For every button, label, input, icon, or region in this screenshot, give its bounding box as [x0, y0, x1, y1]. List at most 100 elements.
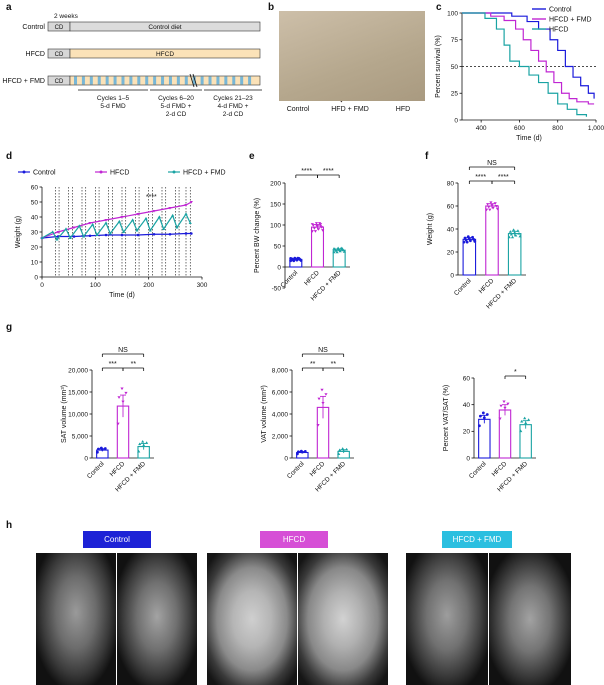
bw-change-point [297, 257, 301, 261]
weight-point [95, 233, 99, 236]
vat-volume-point [295, 452, 299, 456]
vat-volume-sig-label: ** [310, 361, 316, 368]
vat-sat-ratio-category-label: Control [468, 460, 488, 480]
fmd-cycle-mark [208, 76, 212, 85]
weight-point [171, 213, 175, 217]
fmd-cycle-mark [168, 76, 172, 85]
bw-change-point [314, 224, 319, 227]
mice-photo [279, 11, 425, 101]
cycle-group-line3: 2-d CD [223, 111, 244, 118]
weight-point [91, 222, 95, 226]
weight-time-x-tick-label: 100 [90, 282, 101, 289]
vat-volume-point [300, 450, 304, 454]
vat-sat-ratio-point [499, 404, 503, 408]
final-weight-point [490, 204, 494, 207]
mri-fmd-1 [406, 553, 488, 685]
final-weight-point [495, 207, 500, 211]
sat-volume-y-tick-label: 0 [84, 455, 88, 462]
sat-volume-y-tick-label: 5,000 [72, 433, 89, 440]
weight-time-x-tick-label: 300 [197, 282, 208, 289]
bw-change-point [293, 257, 297, 261]
weight-point [117, 219, 121, 223]
weight-point [189, 201, 193, 204]
weeks-label: 2 weeks [54, 13, 79, 20]
vat-volume-point [324, 393, 328, 396]
final-weight-bar-0 [462, 238, 477, 276]
sat-volume-y-tick-label: 15,000 [68, 389, 88, 396]
bw-change-sig-label: **** [323, 168, 334, 175]
diet-bar [69, 48, 261, 59]
panel-label-e: e [249, 151, 255, 162]
fmd-cycle-mark [216, 76, 220, 85]
vat-volume-y-tick-label: 8,000 [272, 367, 289, 374]
vat-sat-ratio-point [478, 414, 482, 418]
vat-volume-point [337, 452, 341, 456]
sat-volume-point [120, 387, 124, 391]
vat-volume-point [342, 449, 346, 452]
fmd-cycle-mark [248, 76, 252, 85]
vat-sat-ratio-sig-label: * [514, 369, 517, 376]
vat-sat-ratio-point [519, 429, 523, 433]
weight-point [136, 233, 140, 237]
final-weight-point [489, 201, 493, 204]
final-weight-y-tick-label: 40 [447, 226, 455, 233]
bw-change-point [310, 223, 314, 226]
weight-point [72, 226, 76, 230]
fmd-cycle-mark [89, 76, 93, 85]
survival-y-tick-label: 75 [451, 37, 459, 44]
vat-sat-ratio-point [477, 424, 481, 428]
final-weight-y-tick-label: 80 [447, 180, 455, 187]
vat-volume-y-tick-label: 0 [284, 455, 288, 462]
final-weight-sig-label: NS [487, 160, 497, 167]
final-weight-point [507, 235, 511, 239]
panel-label-b: b [268, 2, 275, 13]
panel-label-a: a [6, 2, 12, 13]
final-weight-point [462, 240, 466, 244]
vat-sat-ratio-y-tick-label: 60 [463, 375, 471, 382]
sat-volume-point [116, 422, 120, 426]
vat-volume-y-tick-label: 6,000 [272, 389, 289, 396]
final-weight-category-label: Control [453, 277, 473, 297]
final-weight-point [484, 208, 489, 212]
fmd-cycle-mark [240, 76, 244, 85]
bw-change-point [336, 247, 340, 251]
sat-volume-point [137, 449, 141, 453]
bw-change-sig-label: **** [301, 168, 312, 175]
survival-legend-label: Control [549, 7, 572, 14]
bw-change-y-tick-label: 50 [274, 243, 282, 250]
final-weight-point [511, 228, 516, 231]
vat-volume-y-tick-label: 2,000 [272, 433, 289, 440]
weight-legend-label: HFCD + FMD [183, 170, 226, 177]
weight-point [152, 210, 156, 213]
cd-label: CD [55, 25, 64, 31]
final-weight-sig-label: **** [498, 174, 509, 181]
sat-volume-sig-label: ** [131, 361, 137, 368]
weight-time-xlabel: Time (d) [109, 292, 135, 299]
bw-change-y-tick-label: -50 [272, 285, 282, 292]
sat-volume-category-label: HFCD [109, 460, 127, 478]
vat-volume-point [317, 397, 321, 401]
weight-point [184, 232, 188, 235]
sat-volume-point [142, 443, 146, 447]
bw-change-point [338, 249, 342, 253]
weight-point [157, 215, 161, 218]
fmd-cycle-mark [74, 76, 77, 85]
mri-hfcd-1 [207, 553, 297, 685]
bw-change-point [319, 225, 323, 228]
bw-change-category-label: HFCD [303, 269, 321, 287]
survival-line-hfcd-fmd [462, 12, 595, 105]
weight-point [55, 237, 59, 241]
vat-sat-ratio-point [523, 416, 527, 420]
vat-volume-point [316, 424, 320, 427]
cycle-group-line2: 4-d FMD + [218, 103, 249, 110]
mri-control-1 [36, 553, 116, 685]
final-weight-point [494, 205, 498, 208]
fmd-cycle-mark [153, 76, 157, 85]
weight-point [72, 235, 76, 238]
bw-change-point [342, 250, 346, 253]
fmd-cycle-mark [176, 76, 180, 85]
vat-sat-ratio-point [506, 402, 510, 406]
weight-point [51, 230, 55, 233]
weight-point [88, 234, 92, 238]
bw-change-point [321, 229, 325, 232]
